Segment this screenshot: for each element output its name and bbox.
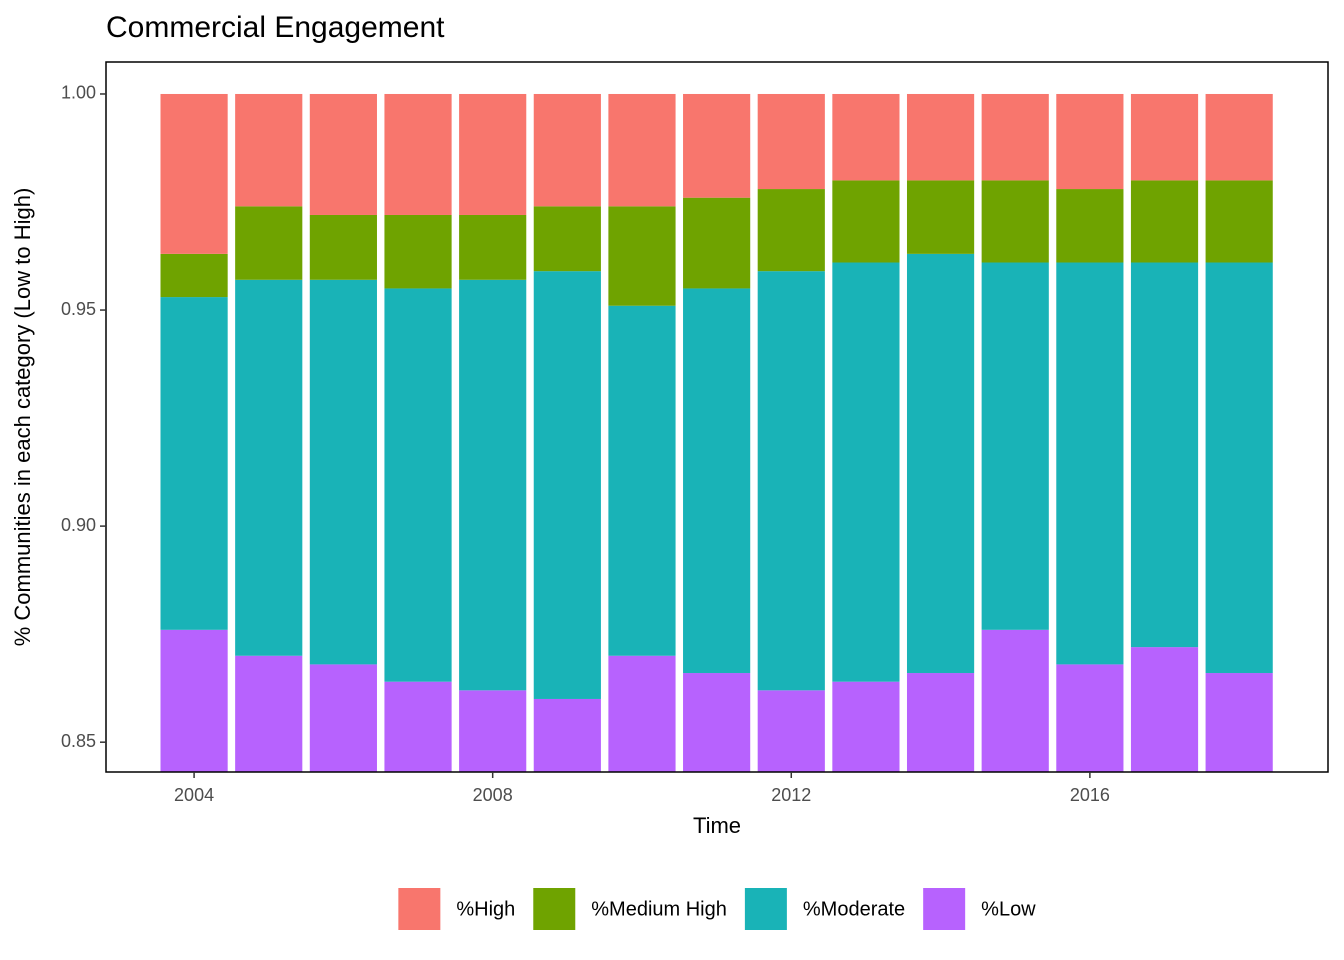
bar-segment [683, 93, 751, 198]
bar-segment [683, 673, 751, 772]
bar-segment [459, 690, 527, 772]
bar-segment [1130, 262, 1199, 648]
legend-label: %Low [981, 898, 1036, 920]
bar-segment [160, 253, 228, 298]
bar-segment [832, 262, 900, 682]
legend-label: %High [456, 898, 515, 920]
bar-segment [235, 206, 303, 280]
bar-segment [309, 214, 377, 280]
bar-segment [309, 664, 377, 772]
bar-segment [1205, 262, 1273, 674]
bar-segment [1056, 93, 1124, 190]
bar-segment [981, 629, 1049, 772]
bar-segment [533, 206, 601, 272]
bar-segment [757, 271, 825, 691]
legend-label: %Moderate [803, 898, 905, 920]
bar-segment [832, 180, 900, 263]
y-axis-title: % Communities in each category (Low to H… [10, 188, 35, 647]
bar-segment [1130, 180, 1199, 263]
bar-segment [1205, 673, 1273, 772]
bar-segment [459, 93, 527, 215]
x-tick-label: 2016 [1070, 785, 1110, 805]
y-tick-label: 1.00 [61, 83, 96, 103]
bar-segment [608, 206, 676, 306]
legend-swatch [923, 888, 966, 930]
bar-segment [533, 271, 601, 699]
y-tick-label: 0.95 [61, 299, 96, 319]
bar-segment [757, 690, 825, 772]
bar-segment [608, 305, 676, 656]
y-tick-label: 0.85 [61, 731, 96, 751]
bar-segment [906, 253, 975, 674]
bar-segment [235, 655, 303, 772]
bar-segment [906, 673, 975, 772]
bar-segment [1056, 189, 1124, 263]
legend-label: %Medium High [591, 898, 727, 920]
bar-segment [608, 93, 676, 207]
bar-segment [384, 681, 452, 772]
bar-segment [608, 655, 676, 772]
x-axis-title: Time [693, 813, 741, 838]
bar-segment [459, 279, 527, 691]
bar-segment [533, 698, 601, 772]
bar-segment [235, 93, 303, 207]
bar-segment [981, 180, 1049, 263]
bar-segment [533, 93, 601, 207]
bar-segment [906, 93, 975, 181]
bar-segment [1056, 262, 1124, 665]
bar-segment [384, 93, 452, 215]
bar-segment [981, 262, 1049, 630]
bar-segment [160, 629, 228, 772]
bar-segment [160, 297, 228, 630]
bar-segment [459, 214, 527, 280]
x-tick-label: 2012 [771, 785, 811, 805]
x-tick-label: 2004 [174, 785, 214, 805]
legend-swatch [398, 888, 441, 930]
y-tick-label: 0.90 [61, 515, 96, 535]
bar-segment [683, 288, 751, 674]
bar-segment [832, 93, 900, 181]
bar-segment [309, 93, 377, 215]
bar-segment [235, 279, 303, 656]
bar-segment [384, 288, 452, 682]
bar-segment [160, 93, 228, 254]
bar-segment [757, 189, 825, 272]
legend-swatch [744, 888, 787, 930]
bar-segment [1056, 664, 1124, 772]
bar-segment [906, 180, 975, 254]
bar-segment [1205, 180, 1273, 263]
bar-segment [384, 214, 452, 289]
bar-segment [832, 681, 900, 772]
chart-title: Commercial Engagement [106, 11, 445, 44]
bar-segment [1130, 93, 1199, 181]
bar-segment [757, 93, 825, 190]
legend-swatch [533, 888, 576, 930]
bar-segment [309, 279, 377, 665]
bar-segment [981, 93, 1049, 181]
x-tick-label: 2008 [473, 785, 513, 805]
bar-segment [683, 197, 751, 289]
bar-segment [1130, 647, 1199, 772]
plot-area [160, 93, 1273, 772]
panel-border [105, 61, 1329, 773]
bar-segment [1205, 93, 1273, 181]
